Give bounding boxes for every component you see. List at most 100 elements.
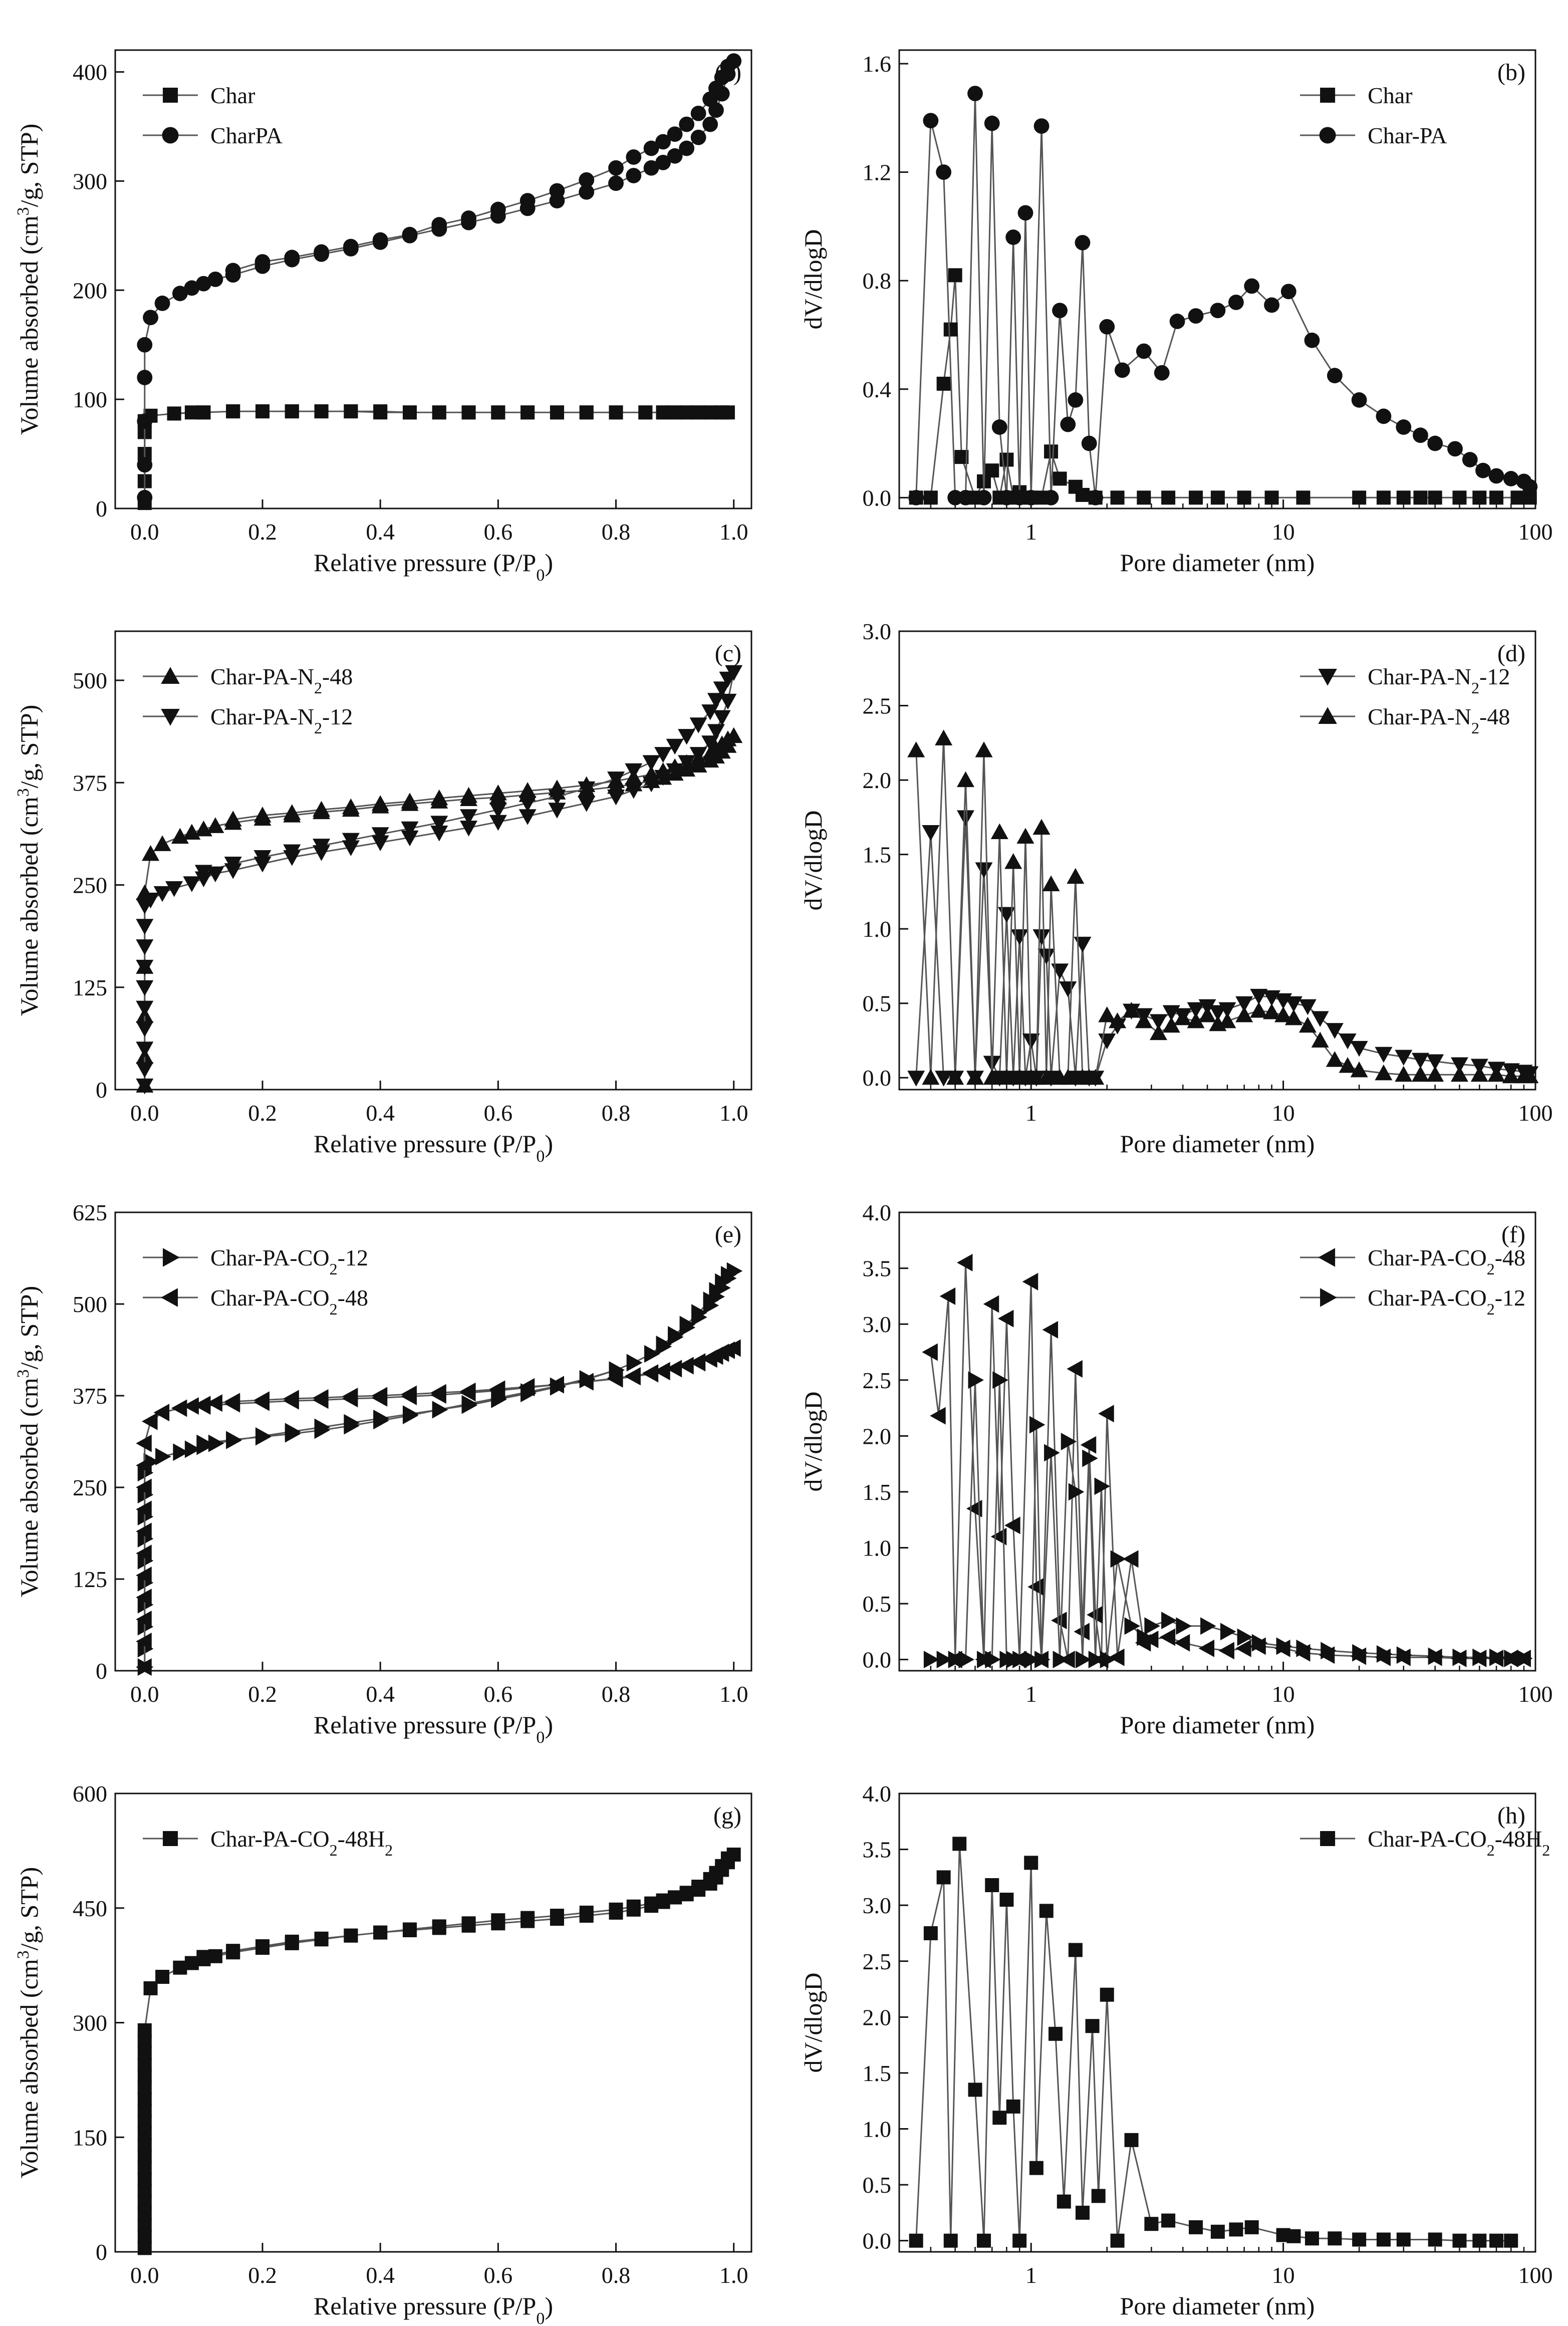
data-point bbox=[208, 1434, 224, 1452]
data-point bbox=[1264, 297, 1279, 313]
data-point bbox=[1413, 490, 1428, 505]
x-tick-label: 0.4 bbox=[366, 1681, 395, 1707]
legend-label: Char-PA-CO2-12 bbox=[1368, 1285, 1525, 1318]
y-tick-label: 300 bbox=[73, 2010, 107, 2036]
text-part: -12 bbox=[1479, 664, 1510, 689]
data-point bbox=[992, 2111, 1007, 2125]
data-point bbox=[1522, 479, 1538, 495]
data-point bbox=[520, 1914, 535, 1928]
text-part: ) bbox=[545, 549, 553, 577]
data-point bbox=[1023, 489, 1039, 505]
data-point bbox=[461, 405, 476, 420]
data-point bbox=[207, 272, 223, 287]
x-tick-label: 0.2 bbox=[248, 519, 277, 545]
data-point bbox=[167, 406, 181, 421]
data-point bbox=[402, 405, 417, 420]
data-point bbox=[642, 776, 660, 793]
data-point bbox=[958, 1651, 975, 1669]
data-point bbox=[1351, 392, 1367, 408]
legend-marker bbox=[1320, 1831, 1336, 1846]
data-point bbox=[283, 804, 301, 820]
data-point bbox=[136, 1500, 152, 1518]
data-point bbox=[313, 839, 331, 855]
data-point bbox=[1298, 999, 1317, 1015]
text-part: Volume absorbed (cm bbox=[15, 1959, 43, 2178]
legend-marker bbox=[1320, 1288, 1337, 1307]
data-point bbox=[607, 790, 625, 806]
data-point bbox=[625, 763, 643, 780]
data-point bbox=[1250, 1002, 1268, 1018]
data-point bbox=[431, 217, 447, 232]
data-point bbox=[1428, 2232, 1442, 2247]
data-point bbox=[1376, 1645, 1393, 1663]
data-point bbox=[184, 1956, 199, 1970]
data-point bbox=[153, 835, 171, 851]
data-point bbox=[1470, 1066, 1488, 1082]
data-point bbox=[255, 404, 270, 419]
y-axis-title: dV/dlogD bbox=[799, 1973, 827, 2073]
x-tick-label: 0.6 bbox=[484, 519, 513, 545]
data-point bbox=[136, 1544, 152, 1563]
data-point bbox=[579, 1909, 594, 1923]
data-point bbox=[373, 1925, 388, 1940]
data-point bbox=[1144, 1617, 1160, 1635]
series-1 bbox=[137, 53, 742, 505]
series-1 bbox=[923, 1371, 1533, 1669]
data-point bbox=[644, 1899, 659, 1913]
data-point bbox=[1376, 2232, 1391, 2247]
y-tick-label: 1.5 bbox=[863, 1479, 892, 1505]
text-part: Char-PA-CO bbox=[210, 1285, 330, 1311]
text-part: Relative pressure (P/P bbox=[314, 2292, 536, 2320]
series-line bbox=[144, 1854, 734, 2248]
data-point bbox=[491, 1916, 505, 1931]
data-point bbox=[1504, 2233, 1518, 2248]
series-1 bbox=[907, 729, 1539, 1085]
text-part: Char-PA-N bbox=[210, 704, 314, 729]
data-point bbox=[136, 1021, 154, 1037]
data-point bbox=[1033, 118, 1050, 134]
text-part: Char bbox=[1368, 83, 1412, 108]
data-point bbox=[922, 1343, 938, 1361]
data-point bbox=[690, 105, 706, 121]
data-point bbox=[626, 1354, 643, 1372]
data-point bbox=[952, 1837, 967, 1851]
panel-label: (g) bbox=[713, 1802, 741, 1829]
data-point bbox=[136, 1632, 152, 1650]
data-point bbox=[519, 193, 536, 209]
data-point bbox=[1235, 996, 1253, 1012]
x-tick-label: 10 bbox=[1272, 1681, 1295, 1707]
data-point bbox=[1114, 362, 1130, 378]
panel-label: (b) bbox=[1497, 59, 1525, 86]
data-point bbox=[666, 738, 684, 755]
data-point bbox=[609, 1361, 625, 1379]
data-point bbox=[1352, 490, 1367, 505]
data-point bbox=[1159, 1628, 1176, 1646]
x-axis-title: Pore diameter (nm) bbox=[1120, 2292, 1315, 2320]
data-point bbox=[1032, 819, 1051, 835]
data-point bbox=[655, 154, 671, 170]
data-point bbox=[1109, 1012, 1127, 1028]
y-tick-label: 1.5 bbox=[863, 842, 892, 868]
data-point bbox=[1022, 1033, 1040, 1050]
data-point bbox=[1029, 2161, 1043, 2175]
data-point bbox=[137, 489, 153, 505]
data-point bbox=[1452, 2233, 1467, 2248]
data-point bbox=[1475, 462, 1491, 478]
legend-label: Char-PA-CO2-48H2 bbox=[210, 1826, 393, 1859]
data-point bbox=[992, 1371, 1008, 1389]
panel-h-pore-size-chart: 1 10 100 0.0 0.5 1.0 1.5 2.0 2.5 3.0 3.5 4.0 Pore di… bbox=[799, 1781, 1553, 2320]
text-part: Pore diameter (nm) bbox=[1120, 2292, 1315, 2320]
text-part: Char-PA-CO bbox=[210, 1826, 330, 1852]
data-point bbox=[1311, 1031, 1329, 1048]
panel-f-pore-size-chart: 1 10 100 0.0 0.5 1.0 1.5 2.0 2.5 3.0 3.5 4.0 Pore di… bbox=[799, 1200, 1553, 1739]
data-point bbox=[719, 671, 737, 688]
data-point bbox=[136, 1078, 154, 1095]
text-part: -48 bbox=[322, 664, 353, 689]
data-point bbox=[983, 1295, 999, 1313]
data-point bbox=[1264, 490, 1279, 505]
data-point bbox=[1037, 1069, 1056, 1085]
legend: Char Char-PA bbox=[1300, 83, 1447, 148]
data-point bbox=[578, 1373, 594, 1391]
data-point bbox=[184, 405, 199, 420]
data-point bbox=[194, 1397, 211, 1415]
